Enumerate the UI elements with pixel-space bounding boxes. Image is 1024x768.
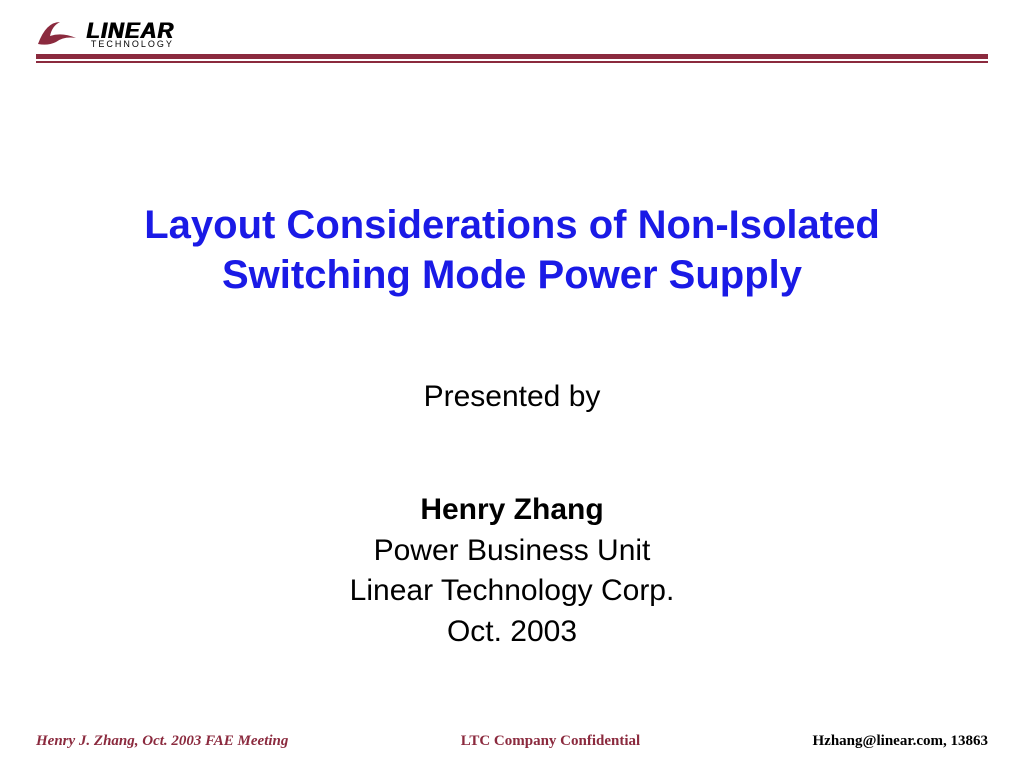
header-rule-thin	[36, 61, 988, 63]
author-unit: Power Business Unit	[0, 531, 1024, 572]
footer-left: Henry J. Zhang, Oct. 2003 FAE Meeting	[36, 733, 288, 750]
author-date: Oct. 2003	[0, 612, 1024, 653]
author-name: Henry Zhang	[0, 490, 1024, 531]
title-line-2: Switching Mode Power Supply	[0, 250, 1024, 300]
footer-center: LTC Company Confidential	[461, 733, 641, 750]
author-block: Henry Zhang Power Business Unit Linear T…	[0, 490, 1024, 652]
slide-title: Layout Considerations of Non-Isolated Sw…	[0, 200, 1024, 300]
title-line-1: Layout Considerations of Non-Isolated	[0, 200, 1024, 250]
footer-right: Hzhang@linear.com, 13863	[813, 733, 988, 750]
logo-swoosh-icon	[36, 18, 80, 50]
logo-text: LINEAR TECHNOLOGY	[86, 20, 174, 49]
slide-header: LINEAR TECHNOLOGY	[36, 18, 988, 63]
logo-sub-text: TECHNOLOGY	[86, 40, 174, 49]
slide-footer: Henry J. Zhang, Oct. 2003 FAE Meeting LT…	[36, 733, 988, 750]
header-rule	[36, 54, 988, 63]
author-company: Linear Technology Corp.	[0, 571, 1024, 612]
company-logo: LINEAR TECHNOLOGY	[36, 18, 988, 50]
header-rule-thick	[36, 54, 988, 59]
presented-by-label: Presented by	[0, 380, 1024, 414]
